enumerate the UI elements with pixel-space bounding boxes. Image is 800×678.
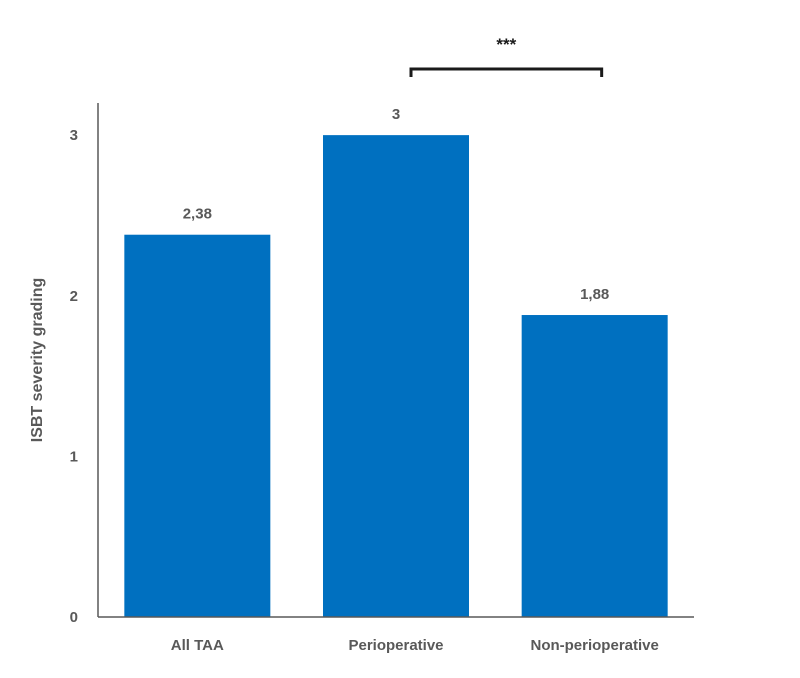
significance-bracket-group: ***	[409, 35, 604, 77]
significance-bracket	[409, 67, 604, 77]
y-tick-label: 2	[70, 288, 78, 305]
y-tick-label: 1	[70, 448, 78, 465]
data-label: 1,88	[580, 286, 609, 303]
axes-group	[97, 103, 694, 618]
x-tick-label: Non-perioperative	[530, 637, 658, 654]
x-tick-labels-group: All TAA Perioperative Non-perioperative	[171, 637, 659, 654]
significance-label: ***	[496, 35, 516, 54]
bar	[521, 315, 668, 617]
x-tick-label: Perioperative	[348, 637, 443, 654]
bar	[124, 234, 271, 617]
data-label: 3	[392, 106, 400, 123]
y-tick-label: 3	[70, 127, 78, 144]
data-label: 2,38	[183, 206, 212, 223]
data-labels-group: 2,38 3 1,88	[183, 106, 610, 303]
bars-group	[124, 135, 668, 617]
y-tick-labels-group: 0 1 2 3	[70, 127, 78, 626]
y-tick-label: 0	[70, 609, 78, 626]
y-axis-title: ISBT severity grading	[29, 278, 46, 443]
x-tick-label: All TAA	[171, 637, 224, 654]
bar	[323, 135, 469, 617]
